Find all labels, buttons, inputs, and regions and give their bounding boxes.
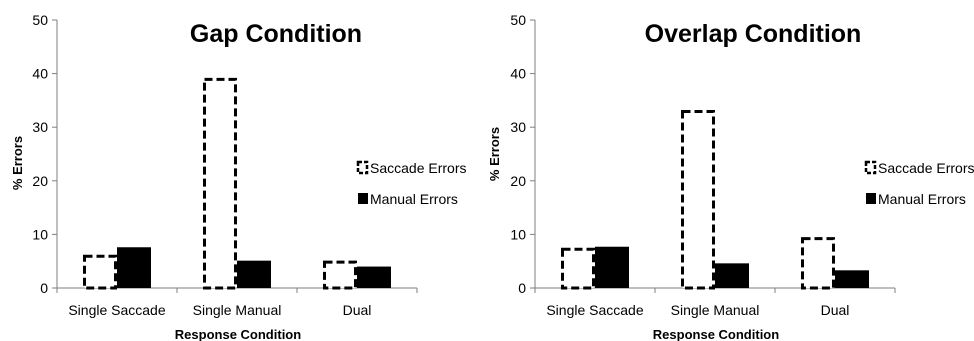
legend-label: Saccade Errors — [878, 160, 974, 176]
bar-manual-errors — [595, 246, 629, 288]
chart-title: Overlap Condition — [645, 20, 862, 48]
bar-manual-errors — [835, 270, 869, 288]
y-tick-label: 20 — [510, 173, 526, 189]
legend: Saccade Errors Manual Errors — [356, 160, 466, 207]
legend-swatch-manual — [866, 193, 876, 204]
x-category-label: Single Saccade — [68, 302, 166, 318]
y-tick-label: 0 — [518, 280, 526, 296]
x-category-label: Single Manual — [671, 302, 760, 318]
y-axis-title: % Errors — [487, 127, 502, 181]
bar-saccade-errors — [83, 254, 117, 290]
y-tick-label: 20 — [32, 173, 48, 189]
y-tick-label: 40 — [32, 66, 48, 82]
x-category-label: Single Saccade — [546, 302, 644, 318]
x-category-label: Dual — [343, 302, 372, 318]
y-tick-label: 30 — [32, 119, 48, 135]
legend-swatch-manual — [358, 193, 368, 204]
legend-label: Saccade Errors — [370, 160, 466, 176]
y-tick-label: 0 — [40, 280, 48, 296]
legend-label: Manual Errors — [878, 191, 966, 207]
bar-manual-errors — [237, 260, 271, 288]
y-tick-label: 50 — [32, 12, 48, 28]
bar-manual-errors — [357, 266, 391, 288]
legend-label: Manual Errors — [370, 191, 458, 207]
x-category-label: Single Manual — [193, 302, 282, 318]
chart-panel-0: Gap Condition 0 10 20 30 40 50 Single Saccade Si… — [10, 12, 466, 341]
chart-title: Gap Condition — [190, 20, 362, 48]
x-axis-title: Response Condition — [653, 327, 779, 341]
y-tick-label: 10 — [32, 226, 48, 242]
legend-swatch-saccade — [356, 160, 369, 175]
y-axis-title: % Errors — [10, 136, 25, 190]
bar-manual-errors — [117, 247, 151, 288]
bar-saccade-errors — [323, 260, 357, 290]
bar-saccade-errors — [801, 237, 835, 290]
y-tick-label: 40 — [510, 66, 526, 82]
legend-swatch-saccade — [864, 160, 877, 175]
bar-saccade-errors — [681, 110, 715, 290]
legend: Saccade Errors Manual Errors — [864, 160, 974, 207]
bar-saccade-errors — [203, 77, 237, 290]
bar-saccade-errors — [561, 247, 595, 290]
chart-panel-1: Overlap Condition 0 10 20 30 40 50 Single Sacca… — [487, 12, 974, 341]
y-tick-label: 10 — [510, 226, 526, 242]
x-category-label: Dual — [821, 302, 850, 318]
y-tick-label: 50 — [510, 12, 526, 28]
x-axis-title: Response Condition — [175, 327, 301, 341]
bar-manual-errors — [715, 263, 749, 288]
y-tick-label: 30 — [510, 119, 526, 135]
